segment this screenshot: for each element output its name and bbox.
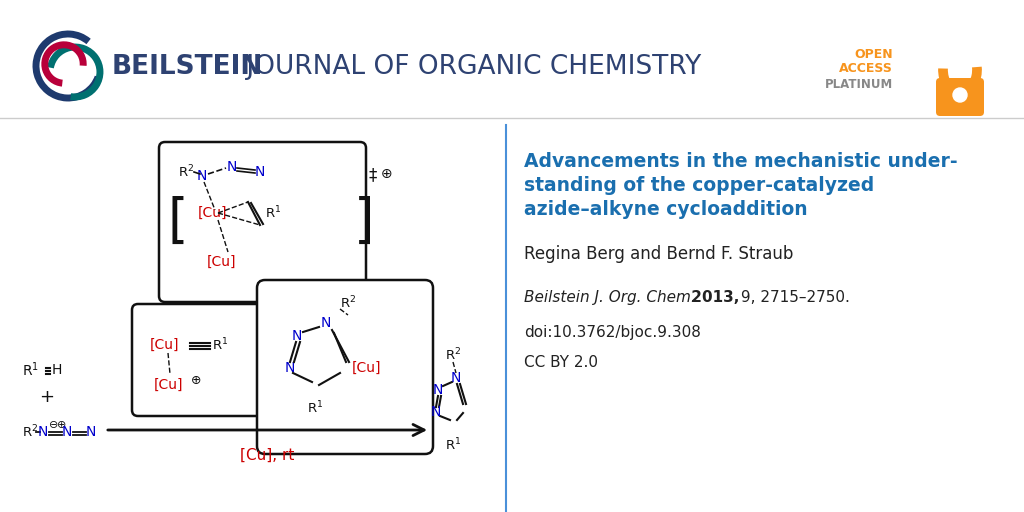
Text: R$^2$: R$^2$ [178,164,195,180]
Text: N: N [61,425,72,439]
Text: doi:10.3762/bjoc.9.308: doi:10.3762/bjoc.9.308 [524,325,700,340]
Text: $\oplus$: $\oplus$ [190,374,202,388]
Text: $\ominus$: $\ominus$ [48,418,58,430]
Text: N: N [321,316,331,330]
FancyBboxPatch shape [936,78,984,116]
Text: [Cu]: [Cu] [207,255,237,269]
Text: +: + [40,388,54,406]
Text: R$^2$: R$^2$ [444,347,461,364]
Text: R$^2$: R$^2$ [340,295,356,311]
Text: N: N [451,371,461,385]
Text: CC BY 2.0: CC BY 2.0 [524,355,598,370]
FancyBboxPatch shape [132,304,302,416]
Text: ]: ] [354,196,375,248]
Text: 2013,: 2013, [686,290,739,305]
Text: [Cu]: [Cu] [154,378,183,392]
Text: R$^1$: R$^1$ [444,437,461,454]
Text: [Cu], rt: [Cu], rt [240,448,294,463]
Circle shape [953,88,967,102]
Text: [: [ [167,196,187,248]
Text: H: H [52,363,62,377]
Text: Beilstein J. Org. Chem.: Beilstein J. Org. Chem. [524,290,695,305]
Text: [Cu]: [Cu] [198,206,227,220]
Text: N: N [86,425,96,439]
Text: BEILSTEIN: BEILSTEIN [112,54,263,80]
Text: R$^1$: R$^1$ [22,360,39,379]
Text: azide–alkyne cycloaddition: azide–alkyne cycloaddition [524,200,808,219]
Text: Advancements in the mechanistic under-: Advancements in the mechanistic under- [524,152,957,171]
Text: R$^2$: R$^2$ [22,424,38,440]
Text: N: N [197,169,207,183]
Text: $\oplus$: $\oplus$ [56,418,67,430]
Text: ACCESS: ACCESS [839,62,893,75]
Text: $\ddagger$: $\ddagger$ [368,167,378,185]
Text: N: N [292,329,302,343]
Text: N: N [255,165,265,179]
Text: 9, 2715–2750.: 9, 2715–2750. [736,290,850,305]
Text: PLATINUM: PLATINUM [824,77,893,91]
Text: standing of the copper-catalyzed: standing of the copper-catalyzed [524,176,874,195]
Text: OPEN: OPEN [854,48,893,60]
Text: N: N [433,383,443,397]
Text: N: N [226,160,238,174]
Text: [Cu]: [Cu] [150,338,179,352]
FancyBboxPatch shape [159,142,366,302]
Text: R$^1$: R$^1$ [307,400,324,417]
Text: R$^1$: R$^1$ [212,337,228,353]
Text: [Cu]: [Cu] [352,361,382,375]
Text: N: N [38,425,48,439]
Text: $\oplus$: $\oplus$ [380,167,392,181]
Text: Regina Berg and Bernd F. Straub: Regina Berg and Bernd F. Straub [524,245,794,263]
Text: N: N [431,405,441,419]
FancyBboxPatch shape [257,280,433,454]
Text: N: N [285,361,295,375]
Text: R$^1$: R$^1$ [265,205,282,221]
Text: JOURNAL OF ORGANIC CHEMISTRY: JOURNAL OF ORGANIC CHEMISTRY [238,54,701,80]
